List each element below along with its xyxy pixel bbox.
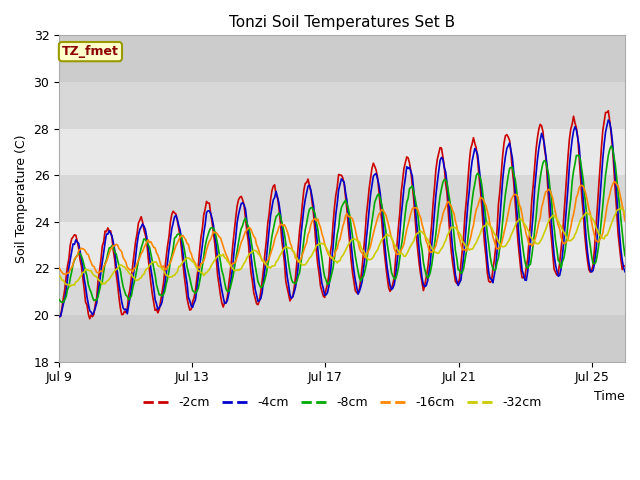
Y-axis label: Soil Temperature (C): Soil Temperature (C): [15, 134, 28, 263]
Bar: [59, 315, 625, 361]
Bar: [59, 268, 625, 315]
Text: TZ_fmet: TZ_fmet: [62, 45, 119, 58]
Title: Tonzi Soil Temperatures Set B: Tonzi Soil Temperatures Set B: [229, 15, 455, 30]
Bar: [59, 129, 625, 175]
Bar: [59, 82, 625, 129]
Bar: [59, 36, 625, 82]
X-axis label: Time: Time: [595, 390, 625, 403]
Bar: [59, 175, 625, 222]
Bar: [59, 222, 625, 268]
Legend: -2cm, -4cm, -8cm, -16cm, -32cm: -2cm, -4cm, -8cm, -16cm, -32cm: [138, 391, 547, 414]
